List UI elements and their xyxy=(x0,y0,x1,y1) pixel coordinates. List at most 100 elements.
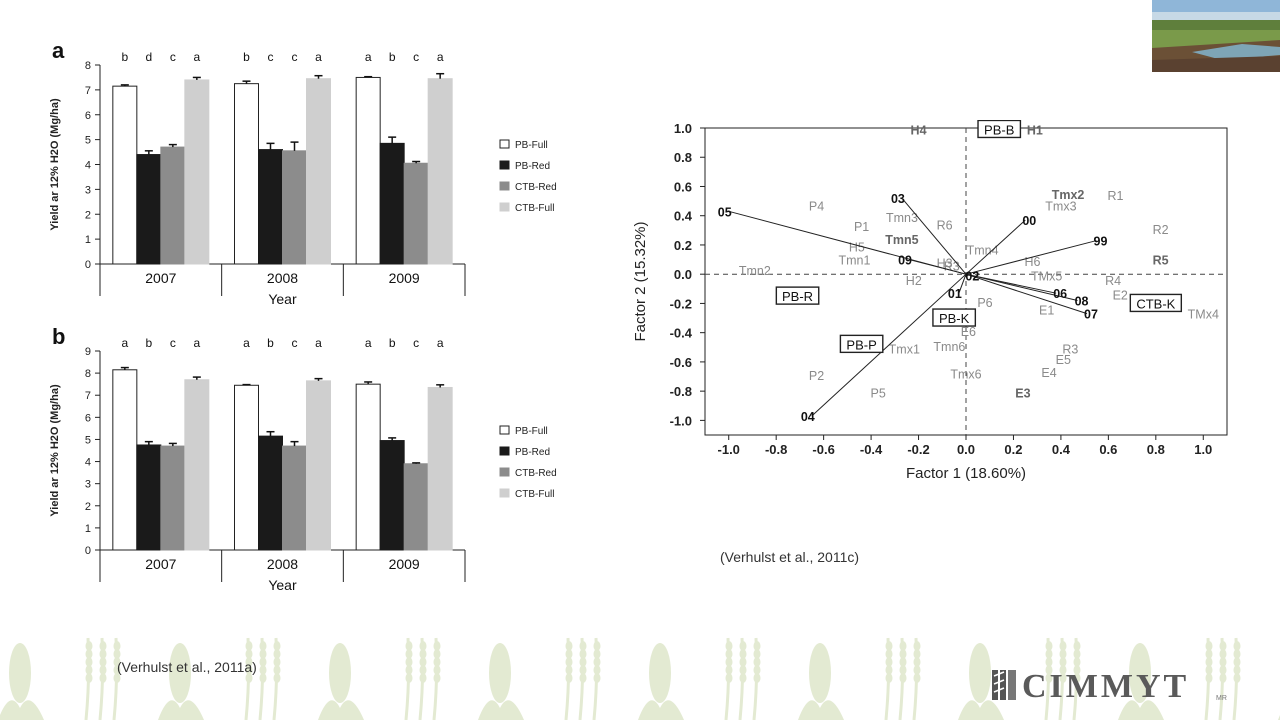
year-vector-label: 04 xyxy=(801,410,815,424)
treatment-box xyxy=(977,119,1022,139)
wheat-icon xyxy=(564,637,601,720)
y-tick-label: 0.0 xyxy=(674,267,692,282)
bar xyxy=(112,85,138,265)
significance-letter: a xyxy=(193,336,200,350)
bar xyxy=(379,440,405,551)
y-tick-label: 3 xyxy=(85,479,91,491)
significance-letter: c xyxy=(170,50,176,64)
x-tick-label: 0.4 xyxy=(1052,442,1071,457)
wheat-icon xyxy=(1044,637,1081,720)
panel-label: b xyxy=(52,324,65,349)
significance-letter: a xyxy=(315,336,322,350)
variable-point-label: Tmx3 xyxy=(1045,199,1076,213)
x-tick-label: -0.6 xyxy=(812,442,834,457)
variable-point-label: P6 xyxy=(977,296,992,310)
treatment-label: PB-P xyxy=(846,337,876,352)
year-vector-label: 08 xyxy=(1075,295,1089,309)
wheat-icon xyxy=(884,637,921,720)
y-tick-label: 0.8 xyxy=(674,150,692,165)
treatment-box xyxy=(839,334,884,354)
corn-icon xyxy=(958,643,1004,720)
significance-letter: c xyxy=(292,50,298,64)
year-vector-label: 03 xyxy=(891,192,905,206)
bar xyxy=(306,380,331,551)
y-tick-label: 1 xyxy=(85,234,91,246)
x-category-label: 2007 xyxy=(145,270,176,286)
irrigated-field-photo xyxy=(1152,0,1280,72)
variable-point-label: E3 xyxy=(1015,387,1030,401)
legend-swatch xyxy=(499,181,510,191)
x-category-label: 2009 xyxy=(389,556,420,572)
y-tick-label: 2 xyxy=(85,209,91,221)
legend-swatch xyxy=(499,202,510,212)
wheat-emblem-icon xyxy=(992,670,1016,700)
significance-letter: a xyxy=(193,50,200,64)
significance-letter: b xyxy=(389,50,396,64)
y-tick-label: -0.2 xyxy=(670,296,692,311)
treatment-box xyxy=(775,286,820,305)
y-axis-label: Yield ar 12% H2O (Mg/ha) xyxy=(49,384,61,517)
corn-icon xyxy=(318,643,364,720)
year-vector xyxy=(901,197,967,275)
legend-label: CTB-Red xyxy=(515,182,557,193)
y-tick-label: 8 xyxy=(85,368,91,380)
logo-suffix: MR xyxy=(1216,695,1227,702)
bar xyxy=(112,369,138,551)
significance-letter: c xyxy=(413,336,419,350)
bar xyxy=(355,383,381,551)
legend-label: CTB-Full xyxy=(515,489,554,500)
bar xyxy=(160,146,186,265)
treatment-box xyxy=(932,308,977,327)
variable-point-label: Tmn6 xyxy=(933,340,965,354)
x-category-label: 2008 xyxy=(267,270,298,286)
treatment-label: PB-B xyxy=(984,122,1014,137)
bar xyxy=(136,154,162,265)
significance-letter: d xyxy=(145,50,152,64)
variable-point-label: Tmn3 xyxy=(886,211,918,225)
y-tick-label: 3 xyxy=(85,184,91,196)
year-vector xyxy=(908,259,967,275)
legend-swatch xyxy=(499,425,510,435)
y-tick-label: 7 xyxy=(85,390,91,402)
significance-letter: b xyxy=(121,50,128,64)
variable-point-label: R2 xyxy=(1153,223,1169,237)
x-tick-label: 0.0 xyxy=(957,442,975,457)
y-tick-label: 6 xyxy=(85,412,91,424)
variable-point-label: E1 xyxy=(1039,303,1054,317)
treatment-label: PB-R xyxy=(782,289,813,304)
treatment-box xyxy=(1129,293,1183,313)
variable-point-label: P2 xyxy=(809,369,824,383)
bar-chart-a: a 0 1 2 3 4 5 6 7 8 Yield ar 12% H2O (Mg/ha) 2007 b d… xyxy=(40,30,580,325)
significance-letter: a xyxy=(365,336,372,350)
year-vector xyxy=(965,219,1026,275)
y-tick-label: 4 xyxy=(85,160,91,172)
y-tick-label: 5 xyxy=(85,434,91,446)
legend-label: CTB-Full xyxy=(515,203,554,214)
treatment-label: CTB-K xyxy=(1136,296,1175,311)
year-vector xyxy=(965,240,1097,275)
variable-point-label: H1 xyxy=(1027,123,1043,137)
legend-swatch xyxy=(499,139,510,149)
variable-point-label: H4 xyxy=(911,123,927,137)
variable-point-label: Tmn5 xyxy=(885,233,918,247)
panel-label: a xyxy=(52,38,65,63)
y-tick-label: 4 xyxy=(85,457,91,469)
significance-letter: a xyxy=(121,336,128,350)
bar xyxy=(184,79,210,265)
bar xyxy=(136,444,162,551)
legend-swatch xyxy=(499,488,510,498)
x-tick-label: 1.0 xyxy=(1194,442,1212,457)
x-axis-label: Factor 1 (18.60%) xyxy=(906,465,1026,482)
year-vector-label: 99 xyxy=(1094,235,1108,249)
variable-point-label: E6 xyxy=(961,325,976,339)
y-tick-label: 0.2 xyxy=(674,238,692,253)
significance-letter: c xyxy=(170,336,176,350)
cimmyt-logo: CIMMYT MR xyxy=(992,668,1227,704)
variable-point-label: H2 xyxy=(906,274,922,288)
citation-right: (Verhulst et al., 2011c) xyxy=(720,549,860,565)
significance-letter: a xyxy=(243,336,250,350)
significance-letter: c xyxy=(268,50,274,64)
variable-point-label: R1 xyxy=(1107,189,1123,203)
bar xyxy=(403,162,429,265)
variable-point-label: Tmn4 xyxy=(967,243,999,257)
